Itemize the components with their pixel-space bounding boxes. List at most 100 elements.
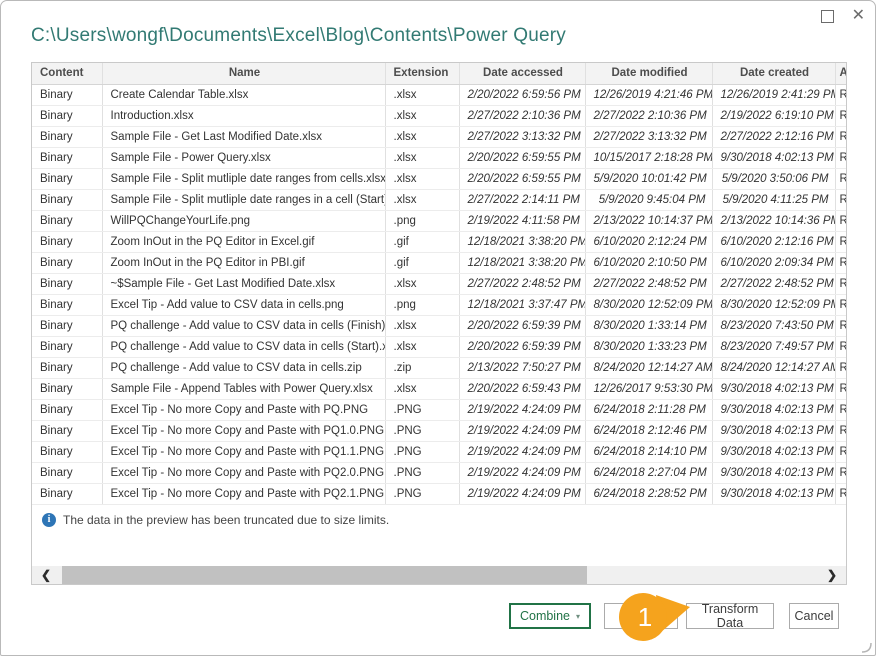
column-header-attributes: Attributes (835, 63, 846, 85)
cell-content: Binary (32, 210, 103, 232)
scroll-right-icon[interactable]: ❯ (826, 568, 838, 582)
cell-date-modified: 6/24/2018 2:14:10 PM (585, 441, 713, 463)
cell-date-accessed: 2/20/2022 6:59:55 PM (459, 147, 586, 169)
cell-date-created: 9/30/2018 4:02:13 PM (712, 420, 836, 442)
cell-date-modified: 2/27/2022 2:48:52 PM (585, 273, 713, 295)
table-row: Binary Sample File - Get Last Modified D… (32, 126, 846, 148)
table-row: Binary Create Calendar Table.xlsx .xlsx … (32, 84, 846, 106)
cell-date-accessed: 2/19/2022 4:24:09 PM (459, 399, 586, 421)
table-row: Binary PQ challenge - Add value to CSV d… (32, 336, 846, 358)
cell-name: PQ challenge - Add value to CSV data in … (102, 357, 386, 379)
cell-date-accessed: 2/20/2022 6:59:39 PM (459, 336, 586, 358)
cell-extension: .png (385, 210, 460, 232)
maximize-icon[interactable] (820, 9, 834, 23)
cancel-button-label: Cancel (794, 609, 834, 623)
cell-date-modified: 2/13/2022 10:14:37 PM (585, 210, 713, 232)
table-row: Binary Excel Tip - No more Copy and Past… (32, 483, 846, 505)
cell-date-modified: 5/9/2020 9:45:04 PM (585, 189, 713, 211)
close-icon[interactable]: ✕ (851, 7, 865, 24)
cell-date-modified: 6/24/2018 2:12:46 PM (585, 420, 713, 442)
cell-attributes-record-link: Record (835, 210, 846, 232)
table-body: Binary Create Calendar Table.xlsx .xlsx … (32, 84, 846, 505)
folder-path-title: C:\Users\wongf\Documents\Excel\Blog\Cont… (31, 25, 566, 46)
preview-pane: Content Name Extension Date accessed Dat… (31, 62, 847, 585)
cell-name: WillPQChangeYourLife.png (102, 210, 386, 232)
combine-button[interactable]: Combine ▾ (509, 603, 591, 629)
cell-extension: .PNG (385, 441, 460, 463)
info-icon: i (42, 513, 56, 527)
table-row: Binary Excel Tip - No more Copy and Past… (32, 462, 846, 484)
cell-attributes-record-link: Record (835, 357, 846, 379)
cell-date-accessed: 2/20/2022 6:59:55 PM (459, 168, 586, 190)
cell-date-accessed: 12/18/2021 3:38:20 PM (459, 231, 586, 253)
cell-date-modified: 6/24/2018 2:27:04 PM (585, 462, 713, 484)
column-header-date-created: Date created (712, 63, 836, 85)
cell-date-created: 2/27/2022 2:12:16 PM (712, 126, 836, 148)
truncation-message: The data in the preview has been truncat… (63, 513, 390, 527)
cell-extension: .xlsx (385, 315, 460, 337)
cell-date-modified: 6/10/2020 2:10:50 PM (585, 252, 713, 274)
cell-content: Binary (32, 126, 103, 148)
cell-date-accessed: 2/20/2022 6:59:43 PM (459, 378, 586, 400)
cell-date-accessed: 12/18/2021 3:38:20 PM (459, 252, 586, 274)
cell-extension: .PNG (385, 420, 460, 442)
scrollbar-track[interactable] (60, 566, 818, 584)
cell-attributes-record-link: Record (835, 105, 846, 127)
cell-extension: .xlsx (385, 147, 460, 169)
cell-attributes-record-link: Record (835, 420, 846, 442)
table-row: Binary Sample File - Split mutliple date… (32, 168, 846, 190)
column-header-extension: Extension (385, 63, 460, 85)
cell-attributes-record-link: Record (835, 315, 846, 337)
table-row: Binary Excel Tip - No more Copy and Past… (32, 420, 846, 442)
cell-content: Binary (32, 336, 103, 358)
cell-name: ~$Sample File - Get Last Modified Date.x… (102, 273, 386, 295)
load-button-label: Load (622, 609, 650, 623)
cell-extension: .gif (385, 231, 460, 253)
cell-name: Excel Tip - No more Copy and Paste with … (102, 420, 386, 442)
cell-date-modified: 6/10/2020 2:12:24 PM (585, 231, 713, 253)
cell-date-accessed: 2/27/2022 2:48:52 PM (459, 273, 586, 295)
cell-date-modified: 10/15/2017 2:18:28 PM (585, 147, 713, 169)
table-row: Binary PQ challenge - Add value to CSV d… (32, 315, 846, 337)
cell-date-modified: 8/24/2020 12:14:27 AM (585, 357, 713, 379)
table-row: Binary Zoom InOut in the PQ Editor in Ex… (32, 231, 846, 253)
cell-name: PQ challenge - Add value to CSV data in … (102, 336, 386, 358)
table-row: Binary Zoom InOut in the PQ Editor in PB… (32, 252, 846, 274)
cell-content: Binary (32, 357, 103, 379)
cell-date-created: 9/30/2018 4:02:13 PM (712, 441, 836, 463)
cell-date-created: 12/26/2019 2:41:29 PM (712, 84, 836, 106)
cancel-button[interactable]: Cancel (789, 603, 839, 629)
cell-extension: .xlsx (385, 273, 460, 295)
cell-content: Binary (32, 84, 103, 106)
cell-name: Zoom InOut in the PQ Editor in PBI.gif (102, 252, 386, 274)
cell-content: Binary (32, 252, 103, 274)
cell-attributes-record-link: Record (835, 252, 846, 274)
table-row: Binary Excel Tip - Add value to CSV data… (32, 294, 846, 316)
cell-content: Binary (32, 399, 103, 421)
table-row: Binary Sample File - Power Query.xlsx .x… (32, 147, 846, 169)
resize-grip-icon[interactable] (861, 642, 872, 653)
cell-date-created: 9/30/2018 4:02:13 PM (712, 378, 836, 400)
cell-attributes-record-link: Record (835, 231, 846, 253)
cell-date-modified: 8/30/2020 1:33:14 PM (585, 315, 713, 337)
scroll-left-icon[interactable]: ❮ (40, 568, 52, 582)
cell-name: Excel Tip - No more Copy and Paste with … (102, 483, 386, 505)
cell-date-created: 9/30/2018 4:02:13 PM (712, 147, 836, 169)
cell-content: Binary (32, 378, 103, 400)
column-header-name: Name (102, 63, 386, 85)
cell-attributes-record-link: Record (835, 147, 846, 169)
transform-data-button[interactable]: Transform Data (686, 602, 774, 630)
cell-date-created: 8/23/2020 7:49:57 PM (712, 336, 836, 358)
cell-name: Excel Tip - No more Copy and Paste with … (102, 441, 386, 463)
table-header-row: Content Name Extension Date accessed Dat… (32, 63, 846, 85)
horizontal-scrollbar[interactable]: ❮ ❯ (32, 566, 846, 584)
cell-attributes-record-link: Record (835, 378, 846, 400)
table-row: Binary Excel Tip - No more Copy and Past… (32, 399, 846, 421)
scrollbar-thumb[interactable] (62, 566, 587, 584)
cell-extension: .xlsx (385, 168, 460, 190)
cell-attributes-record-link: Record (835, 441, 846, 463)
load-button[interactable]: Load ▾ (604, 603, 678, 629)
cell-attributes-record-link: Record (835, 294, 846, 316)
table-row: Binary WillPQChangeYourLife.png .png 2/1… (32, 210, 846, 232)
cell-content: Binary (32, 273, 103, 295)
